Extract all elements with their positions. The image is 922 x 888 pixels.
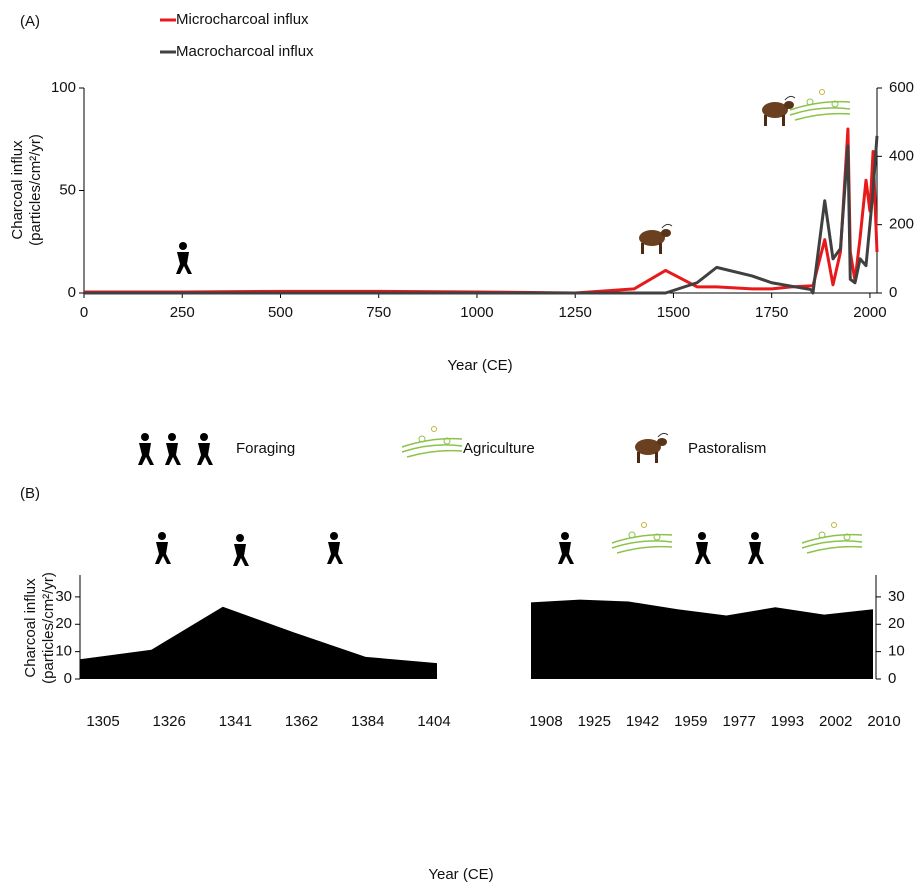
y2-tick-label: 200 xyxy=(889,216,914,233)
y-tick-label: 10 xyxy=(55,643,72,660)
y-tick-label: 30 xyxy=(55,588,72,605)
y-tick-label: 0 xyxy=(64,670,72,687)
x-tick-label: 1326 xyxy=(153,713,186,730)
y-tick-label: 10 xyxy=(888,643,905,660)
y-axis-label: Charcoal influx xyxy=(9,140,26,240)
y-tick-label: 20 xyxy=(888,615,905,632)
x-tick-label: 1384 xyxy=(351,713,384,730)
x-axis-label: Year (CE) xyxy=(447,357,512,374)
x-tick-label: 1925 xyxy=(578,713,611,730)
y-tick-label: 0 xyxy=(68,284,76,301)
area xyxy=(531,599,873,679)
x-tick-label: 0 xyxy=(80,304,88,321)
y-tick-label: 0 xyxy=(888,670,896,687)
y-tick-label: 20 xyxy=(55,615,72,632)
x-tick-label: 1362 xyxy=(285,713,318,730)
x-tick-label: 1750 xyxy=(755,304,788,321)
line-series xyxy=(84,127,879,295)
y-tick-label: 30 xyxy=(888,588,905,605)
y-tick-label: 100 xyxy=(51,79,76,96)
panel-label: (B) xyxy=(20,485,40,502)
x-tick-label: 1500 xyxy=(657,304,690,321)
activity-legend-label: Pastoralism xyxy=(688,440,766,457)
y-tick-label: 50 xyxy=(59,181,76,198)
x-tick-label: 1977 xyxy=(722,713,755,730)
y2-tick-label: 0 xyxy=(889,284,897,301)
line-series xyxy=(84,135,879,295)
activity-legend-label: Foraging xyxy=(236,440,295,457)
y2-tick-label: 400 xyxy=(889,147,914,164)
x-tick-label: 1908 xyxy=(529,713,562,730)
x-tick-label: 1000 xyxy=(460,304,493,321)
x-tick-label: 2000 xyxy=(853,304,886,321)
panel-label: (A) xyxy=(20,13,40,30)
x-tick-label: 2002 xyxy=(819,713,852,730)
x-tick-label: 500 xyxy=(268,304,293,321)
y-axis-label: (particles/cm²/yr) xyxy=(27,134,44,246)
y2-tick-label: 600 xyxy=(889,79,914,96)
x-axis-label: Year (CE) xyxy=(428,866,493,883)
x-tick-label: 750 xyxy=(366,304,391,321)
area xyxy=(80,606,437,679)
x-tick-label: 1993 xyxy=(771,713,804,730)
x-tick-label: 1942 xyxy=(626,713,659,730)
x-tick-label: 1305 xyxy=(86,713,119,730)
x-tick-label: 1404 xyxy=(417,713,450,730)
y-axis-label: Charcoal influx xyxy=(22,578,39,678)
legend-label: Microcharcoal influx xyxy=(176,11,309,28)
icons xyxy=(138,88,863,566)
legend-label: Macrocharcoal influx xyxy=(176,43,314,60)
y-axis-label: (particles/cm²/yr) xyxy=(40,572,57,684)
x-tick-label: 2010 xyxy=(867,713,900,730)
x-tick-label: 1341 xyxy=(219,713,252,730)
activity-legend-label: Agriculture xyxy=(463,440,535,457)
x-tick-label: 250 xyxy=(170,304,195,321)
x-tick-label: 1250 xyxy=(559,304,592,321)
x-tick-label: 1959 xyxy=(674,713,707,730)
